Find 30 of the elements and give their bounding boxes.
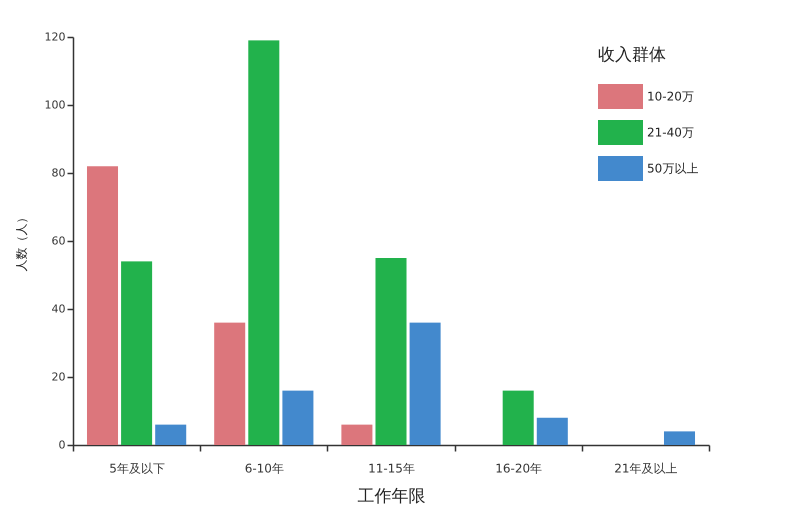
x-tick-label: 16-20年 bbox=[495, 462, 542, 476]
y-tick-label: 60 bbox=[52, 234, 66, 248]
x-tick-label: 21年及以上 bbox=[614, 462, 678, 476]
y-tick-label: 120 bbox=[44, 30, 66, 44]
bar bbox=[536, 418, 568, 445]
y-tick-label: 40 bbox=[52, 302, 66, 316]
x-tick-label: 6-10年 bbox=[244, 462, 284, 476]
y-axis-title: 人数（人） bbox=[14, 212, 29, 272]
x-tick-label: 5年及以下 bbox=[109, 462, 165, 476]
legend-title: 收入群体 bbox=[598, 45, 666, 65]
bar bbox=[248, 40, 280, 445]
bar bbox=[86, 166, 118, 445]
bar bbox=[214, 322, 246, 445]
bar bbox=[502, 390, 534, 445]
bar bbox=[664, 431, 696, 445]
y-tick-label: 20 bbox=[52, 370, 66, 384]
bar bbox=[121, 261, 152, 445]
legend-label: 21-40万 bbox=[647, 126, 694, 140]
bar bbox=[341, 424, 372, 445]
bar bbox=[155, 424, 186, 445]
x-tick-label: 11-15年 bbox=[368, 462, 415, 476]
y-tick-label: 100 bbox=[44, 98, 66, 112]
x-axis-title: 工作年限 bbox=[358, 486, 426, 506]
legend-label: 50万以上 bbox=[647, 162, 698, 176]
y-tick-label: 80 bbox=[52, 166, 66, 180]
y-tick-label: 0 bbox=[58, 438, 66, 452]
legend-label: 10-20万 bbox=[647, 90, 694, 104]
bar bbox=[410, 322, 441, 445]
bar bbox=[282, 390, 314, 445]
bar bbox=[375, 258, 407, 445]
